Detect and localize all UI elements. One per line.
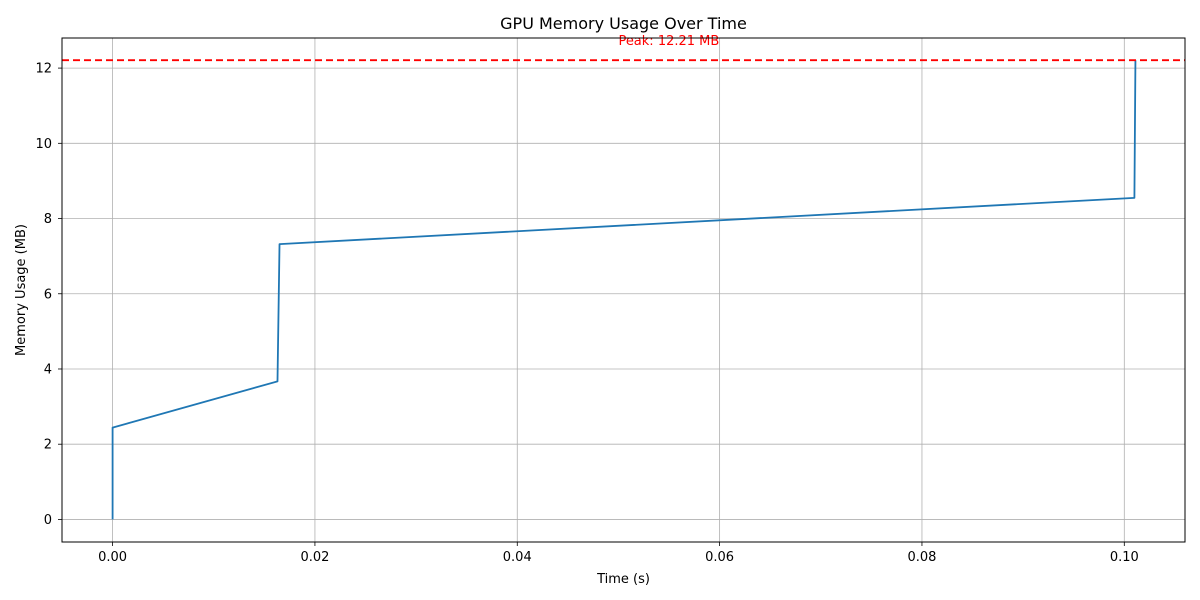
y-tick-label: 12 (35, 62, 52, 77)
y-axis-label: Memory Usage (MB) (14, 224, 29, 356)
peak-label: Peak: 12.21 MB (618, 34, 719, 49)
y-tick-label: 8 (44, 212, 52, 227)
x-tick-label: 0.02 (300, 550, 329, 565)
y-tick-label: 6 (44, 287, 52, 302)
plot-frame (61, 37, 1186, 543)
series-line (111, 60, 1137, 520)
chart-title: GPU Memory Usage Over Time (500, 14, 747, 33)
y-tick-label: 2 (44, 438, 52, 453)
x-tick-label: 0.10 (1110, 550, 1139, 565)
x-tick-label: 0.04 (503, 550, 532, 565)
x-tick-label: 0.06 (705, 550, 734, 565)
y-tick-label: 10 (35, 137, 52, 152)
y-axis-ticks: 0 2 4 6 8 10 12 (35, 62, 62, 528)
grid (62, 38, 1185, 542)
x-tick-label: 0.00 (98, 550, 127, 565)
x-axis-ticks: 0.00 0.02 0.04 0.06 0.08 0.10 (98, 542, 1139, 565)
x-axis-label: Time (s) (596, 572, 650, 587)
y-tick-label: 4 (44, 362, 52, 377)
x-tick-label: 0.08 (907, 550, 936, 565)
series-layer (111, 60, 1137, 520)
y-tick-label: 0 (44, 513, 52, 528)
